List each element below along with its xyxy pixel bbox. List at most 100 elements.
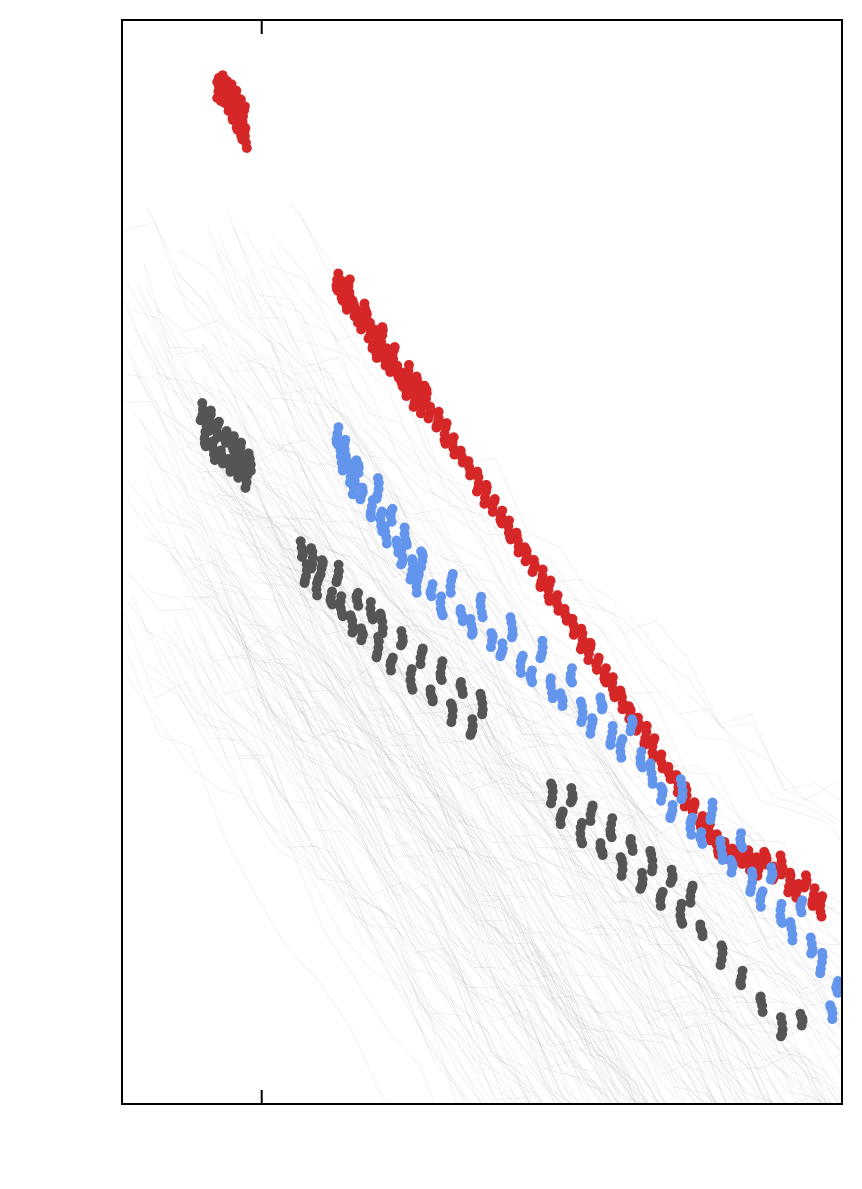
data-point <box>656 749 666 759</box>
data-point <box>645 846 655 856</box>
data-point <box>688 881 698 891</box>
data-point <box>696 827 706 837</box>
data-point <box>601 663 611 673</box>
data-point <box>437 656 447 666</box>
background-curve <box>206 659 846 1189</box>
data-point <box>759 847 769 857</box>
data-point <box>527 665 537 675</box>
data-point <box>497 638 507 648</box>
data-point <box>359 299 369 309</box>
data-point <box>726 855 736 865</box>
data-point <box>336 591 346 601</box>
data-point <box>476 592 486 602</box>
background-curve <box>252 695 860 1189</box>
data-point <box>244 448 254 458</box>
chart-svg <box>0 0 862 1189</box>
data-point <box>785 917 795 927</box>
background-curve <box>146 288 850 1189</box>
data-point <box>608 721 618 731</box>
data-point <box>667 865 677 875</box>
data-point <box>416 546 426 556</box>
data-point <box>391 535 401 545</box>
data-point <box>663 762 673 772</box>
data-point <box>708 797 718 807</box>
background-curve <box>148 208 852 1187</box>
data-point <box>747 866 757 876</box>
data-point <box>687 813 697 823</box>
data-point <box>576 624 586 634</box>
data-point <box>428 579 438 589</box>
background-curve <box>152 353 856 1189</box>
background-curve <box>227 210 835 1036</box>
background-curve <box>202 344 842 1024</box>
background-curve <box>184 519 856 1111</box>
plot-area <box>122 70 862 1189</box>
data-point <box>490 494 500 504</box>
data-point <box>419 381 429 391</box>
background-curve <box>192 593 832 1189</box>
data-point <box>472 467 482 477</box>
data-point <box>340 435 350 445</box>
background-curve <box>235 352 843 1189</box>
data-point <box>236 438 246 448</box>
data-point <box>616 852 626 862</box>
data-point <box>617 734 627 744</box>
data-point <box>327 587 337 597</box>
data-point <box>645 758 655 768</box>
data-point <box>347 296 357 306</box>
data-point <box>240 101 250 111</box>
data-point <box>404 360 414 370</box>
background-curve <box>174 270 846 1189</box>
data-point <box>481 480 491 490</box>
data-point <box>608 672 618 682</box>
data-point <box>434 407 444 417</box>
data-point <box>555 688 565 698</box>
data-point <box>333 422 343 432</box>
data-point <box>676 774 686 784</box>
data-point <box>240 123 250 133</box>
background-curve <box>138 284 842 1189</box>
data-point <box>390 342 400 352</box>
background-curve <box>143 629 847 1189</box>
data-point <box>538 565 548 575</box>
data-point <box>566 783 576 793</box>
data-point <box>475 689 485 699</box>
data-point <box>716 940 726 950</box>
background-curve <box>202 343 842 1189</box>
data-point <box>607 813 617 823</box>
data-point <box>505 612 515 622</box>
data-point <box>377 507 387 517</box>
data-point <box>345 274 355 284</box>
data-point <box>642 721 652 731</box>
data-point <box>442 418 452 428</box>
data-point <box>626 834 636 844</box>
data-point <box>797 895 807 905</box>
data-point <box>758 886 768 896</box>
data-point <box>456 604 466 614</box>
data-point <box>553 590 563 600</box>
data-point <box>497 506 507 516</box>
data-point <box>407 664 417 674</box>
data-point <box>529 555 539 565</box>
background-curve <box>129 573 833 1189</box>
data-point <box>801 870 811 880</box>
data-point <box>558 806 568 816</box>
data-point <box>466 614 476 624</box>
data-point <box>806 932 816 942</box>
data-point <box>463 456 473 466</box>
data-point <box>377 322 387 332</box>
data-point <box>785 868 795 878</box>
background-curve <box>267 302 843 1142</box>
data-point <box>624 701 634 711</box>
data-point <box>388 653 398 663</box>
data-point <box>546 778 556 788</box>
data-point <box>351 455 361 465</box>
data-point <box>817 948 827 958</box>
data-point <box>306 543 316 553</box>
chart-container <box>0 0 862 1189</box>
data-point <box>407 554 417 564</box>
data-point <box>736 828 746 838</box>
data-point <box>518 651 528 661</box>
data-point <box>231 86 241 96</box>
background-curve <box>208 225 848 1189</box>
